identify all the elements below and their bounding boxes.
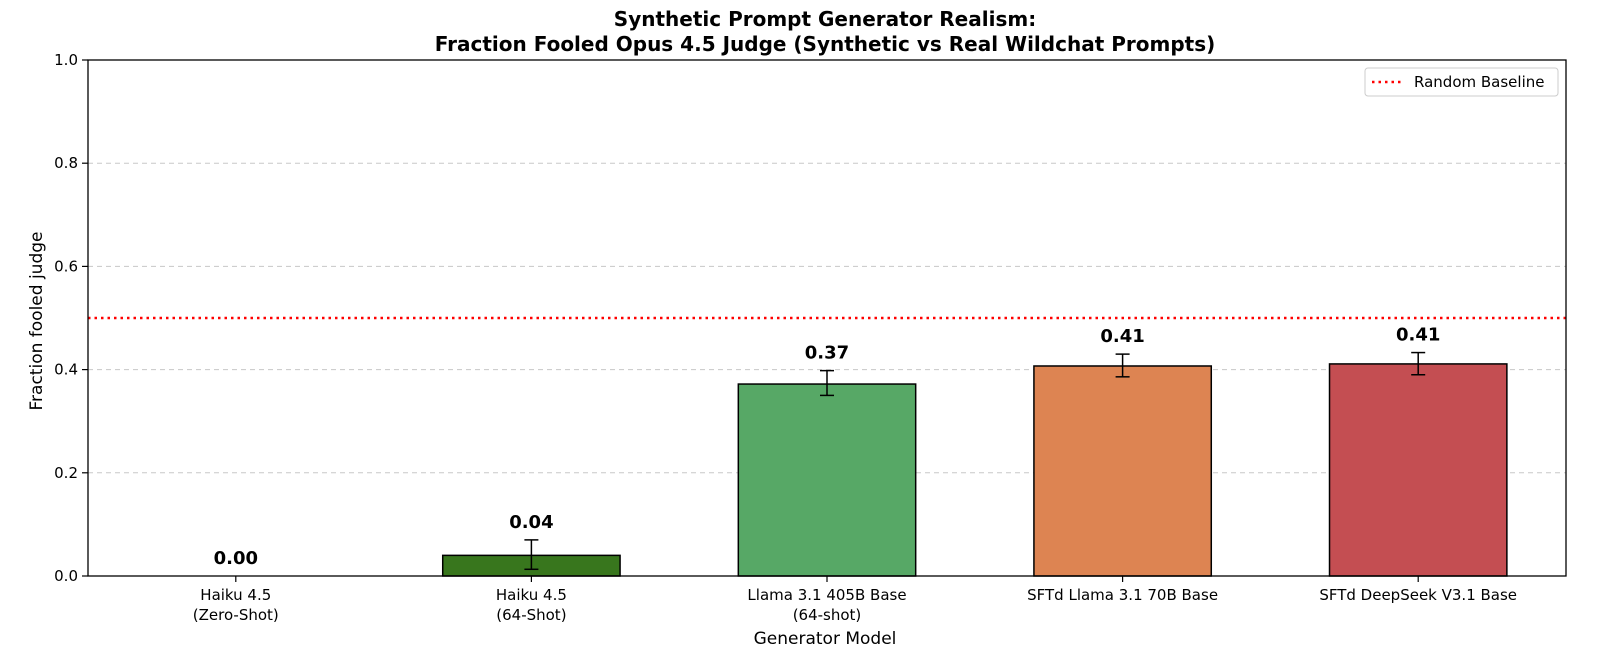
legend: Random Baseline xyxy=(1364,67,1559,97)
y-tick-label: 0.6 xyxy=(54,257,78,275)
x-tick-label: Llama 3.1 405B Base (64-shot) xyxy=(747,586,906,624)
x-axis-ticks: Haiku 4.5 (Zero-Shot) Haiku 4.5 (64-Shot) Ll… xyxy=(193,576,1517,624)
x-axis-label: Generator Model xyxy=(754,629,897,649)
chart-subtitle: Fraction Fooled Opus 4.5 Judge (Syntheti… xyxy=(435,32,1215,56)
error-bar xyxy=(1411,351,1426,376)
data-label: 0.41 xyxy=(1100,326,1144,347)
error-bar xyxy=(524,539,539,571)
y-axis-label: Fraction fooled judge xyxy=(27,232,47,411)
legend-baseline-label: Random Baseline xyxy=(1414,73,1544,91)
y-axis-ticks: 0.0 0.2 0.4 0.6 0.8 1.0 xyxy=(54,51,88,585)
data-label: 0.37 xyxy=(805,343,849,364)
y-tick-label: 0.0 xyxy=(54,567,78,585)
error-bar xyxy=(1115,353,1130,378)
y-tick-label: 1.0 xyxy=(54,51,78,69)
chart-title: Synthetic Prompt Generator Realism: xyxy=(614,7,1036,31)
bar xyxy=(1033,365,1213,577)
x-tick-label: Haiku 4.5 (Zero-Shot) xyxy=(193,586,279,624)
data-labels-layer: 0.00 0.04 0.37 0.41 0.41 xyxy=(214,325,1441,569)
x-tick-label: SFTd DeepSeek V3.1 Base xyxy=(1319,586,1517,604)
y-tick-label: 0.4 xyxy=(54,361,78,379)
bar xyxy=(1328,363,1508,577)
bars-layer xyxy=(441,363,1508,577)
x-tick-label: Haiku 4.5 (64-Shot) xyxy=(496,586,567,624)
bar xyxy=(737,383,917,577)
error-bars-layer xyxy=(524,351,1426,571)
y-tick-label: 0.2 xyxy=(54,464,78,482)
legend-box xyxy=(1364,67,1559,97)
data-label: 0.04 xyxy=(509,512,553,533)
error-bar xyxy=(820,369,834,397)
data-label: 0.00 xyxy=(214,548,258,569)
y-tick-label: 0.8 xyxy=(54,154,78,172)
data-label: 0.41 xyxy=(1396,325,1440,346)
x-tick-label: SFTd Llama 3.1 70B Base xyxy=(1027,586,1218,604)
